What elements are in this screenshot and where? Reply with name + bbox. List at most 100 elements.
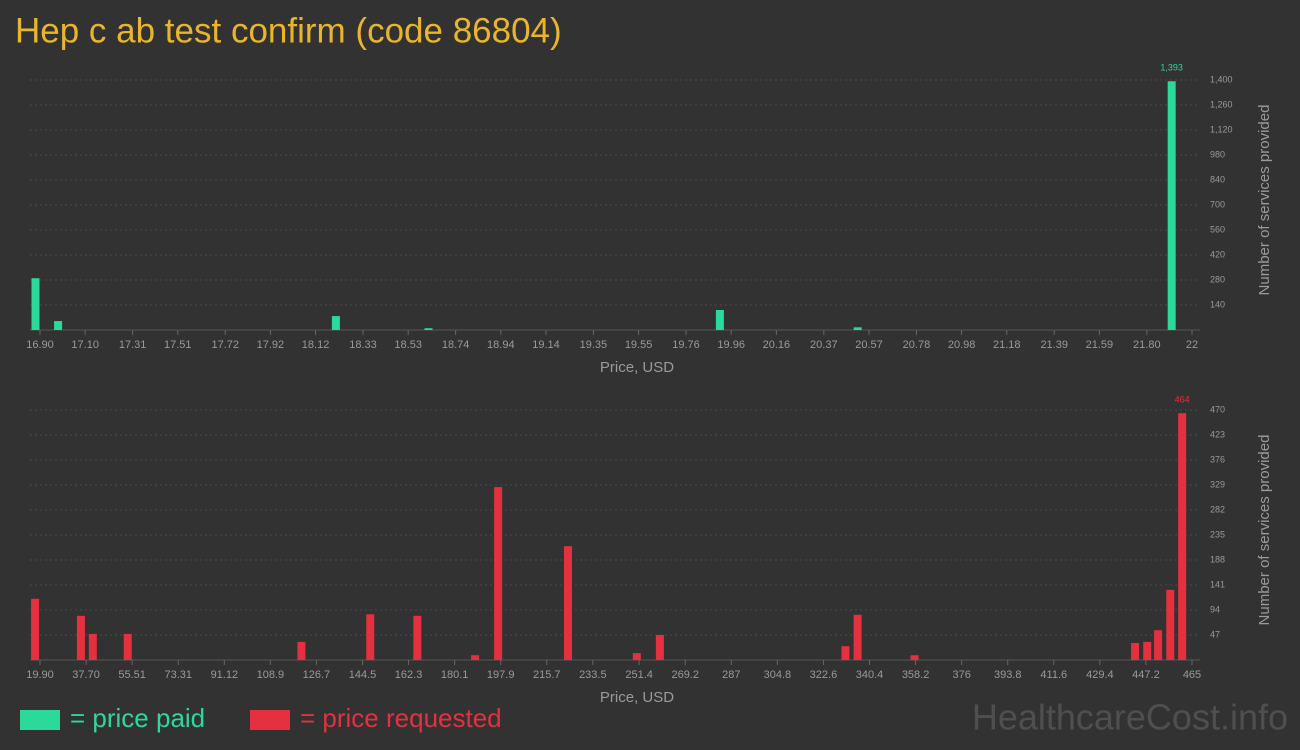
y-tick-label: 235 — [1210, 529, 1225, 539]
x-tick-label: 251.4 — [625, 669, 653, 681]
x-tick-label: 447.2 — [1132, 669, 1160, 681]
y-tick-label: 840 — [1210, 174, 1225, 184]
x-tick-label: 19.35 — [580, 339, 608, 351]
x-tick-label: 269.2 — [671, 669, 699, 681]
x-tick-label: 20.98 — [948, 339, 976, 351]
x-tick-label: 19.90 — [26, 669, 54, 681]
x-tick-label: 162.3 — [395, 669, 423, 681]
bar — [853, 327, 862, 330]
x-tick-label: 20.78 — [903, 339, 931, 351]
bar — [632, 653, 641, 660]
legend-swatch — [20, 710, 60, 730]
bar — [297, 641, 306, 660]
x-tick-label: 233.5 — [579, 669, 607, 681]
x-axis-label: Price, USD — [600, 359, 674, 376]
x-tick-label: 287 — [722, 669, 740, 681]
x-tick-label: 376 — [952, 669, 970, 681]
x-tick-label: 17.10 — [71, 339, 99, 351]
legend-label: = price requested — [300, 703, 502, 733]
x-tick-label: 358.2 — [902, 669, 930, 681]
x-tick-label: 21.59 — [1086, 339, 1114, 351]
x-tick-label: 411.6 — [1040, 669, 1067, 681]
y-tick-label: 329 — [1210, 479, 1225, 489]
x-tick-label: 197.9 — [487, 669, 515, 681]
y-tick-label: 1,120 — [1210, 124, 1233, 134]
y-axis-label: Number of services provided — [1256, 435, 1273, 626]
x-tick-label: 18.12 — [302, 339, 330, 351]
bar — [366, 614, 375, 660]
y-tick-label: 280 — [1210, 274, 1225, 284]
x-tick-label: 215.7 — [533, 669, 561, 681]
x-tick-label: 393.8 — [994, 669, 1022, 681]
bar — [31, 598, 40, 660]
y-axis-label: Number of services provided — [1256, 105, 1273, 296]
x-tick-label: 22 — [1186, 339, 1198, 351]
y-tick-label: 1,260 — [1210, 99, 1233, 109]
x-tick-label: 19.76 — [672, 339, 700, 351]
bar — [494, 487, 503, 660]
y-tick-label: 141 — [1210, 579, 1225, 589]
bar — [331, 316, 340, 330]
y-tick-label: 282 — [1210, 504, 1225, 514]
y-tick-label: 700 — [1210, 199, 1225, 209]
title: Hep c ab test confirm (code 86804) — [15, 11, 562, 50]
x-tick-label: 180.1 — [441, 669, 469, 681]
x-tick-label: 19.55 — [625, 339, 653, 351]
y-tick-label: 470 — [1210, 404, 1225, 414]
x-tick-label: 73.31 — [164, 669, 192, 681]
bar — [424, 328, 433, 330]
bar — [841, 646, 850, 660]
x-tick-label: 304.8 — [764, 669, 792, 681]
watermark: HealthcareCost.info — [972, 697, 1288, 738]
bar — [853, 614, 862, 660]
x-tick-label: 19.14 — [532, 339, 560, 351]
x-tick-label: 340.4 — [856, 669, 884, 681]
x-tick-label: 18.74 — [442, 339, 470, 351]
bar — [563, 546, 572, 660]
bar — [910, 655, 919, 660]
x-tick-label: 19.96 — [717, 339, 745, 351]
y-tick-label: 188 — [1210, 554, 1225, 564]
legend-swatch — [250, 710, 290, 730]
x-tick-label: 20.57 — [855, 339, 883, 351]
x-tick-label: 91.12 — [211, 669, 239, 681]
y-tick-label: 423 — [1210, 429, 1225, 439]
bar — [54, 321, 63, 330]
bar — [1178, 413, 1187, 660]
x-tick-label: 18.33 — [349, 339, 377, 351]
legend-label: = price paid — [70, 703, 205, 733]
bar — [655, 635, 664, 660]
x-tick-label: 108.9 — [257, 669, 285, 681]
x-tick-label: 20.37 — [810, 339, 838, 351]
x-tick-label: 17.92 — [257, 339, 285, 351]
bar — [76, 615, 85, 660]
value-label: 464 — [1175, 395, 1190, 405]
bar — [715, 310, 724, 330]
y-tick-label: 376 — [1210, 454, 1225, 464]
bar — [1167, 81, 1176, 330]
bar — [1131, 642, 1140, 660]
y-tick-label: 140 — [1210, 299, 1225, 309]
bar — [471, 655, 480, 660]
y-tick-label: 980 — [1210, 149, 1225, 159]
x-tick-label: 429.4 — [1086, 669, 1114, 681]
x-tick-label: 465 — [1183, 669, 1201, 681]
y-tick-label: 1,400 — [1210, 74, 1233, 84]
x-tick-label: 144.5 — [349, 669, 377, 681]
bar — [1166, 589, 1175, 660]
x-tick-label: 18.53 — [394, 339, 422, 351]
y-tick-label: 47 — [1210, 629, 1220, 639]
y-tick-label: 420 — [1210, 249, 1225, 259]
value-label: 1,393 — [1160, 63, 1183, 73]
bar — [31, 278, 40, 330]
x-tick-label: 17.51 — [164, 339, 192, 351]
x-tick-label: 55.51 — [118, 669, 146, 681]
bar — [413, 615, 422, 660]
x-tick-label: 322.6 — [810, 669, 838, 681]
x-tick-label: 18.94 — [487, 339, 515, 351]
x-tick-label: 17.72 — [211, 339, 239, 351]
bar — [1143, 641, 1152, 660]
bar — [123, 633, 132, 660]
